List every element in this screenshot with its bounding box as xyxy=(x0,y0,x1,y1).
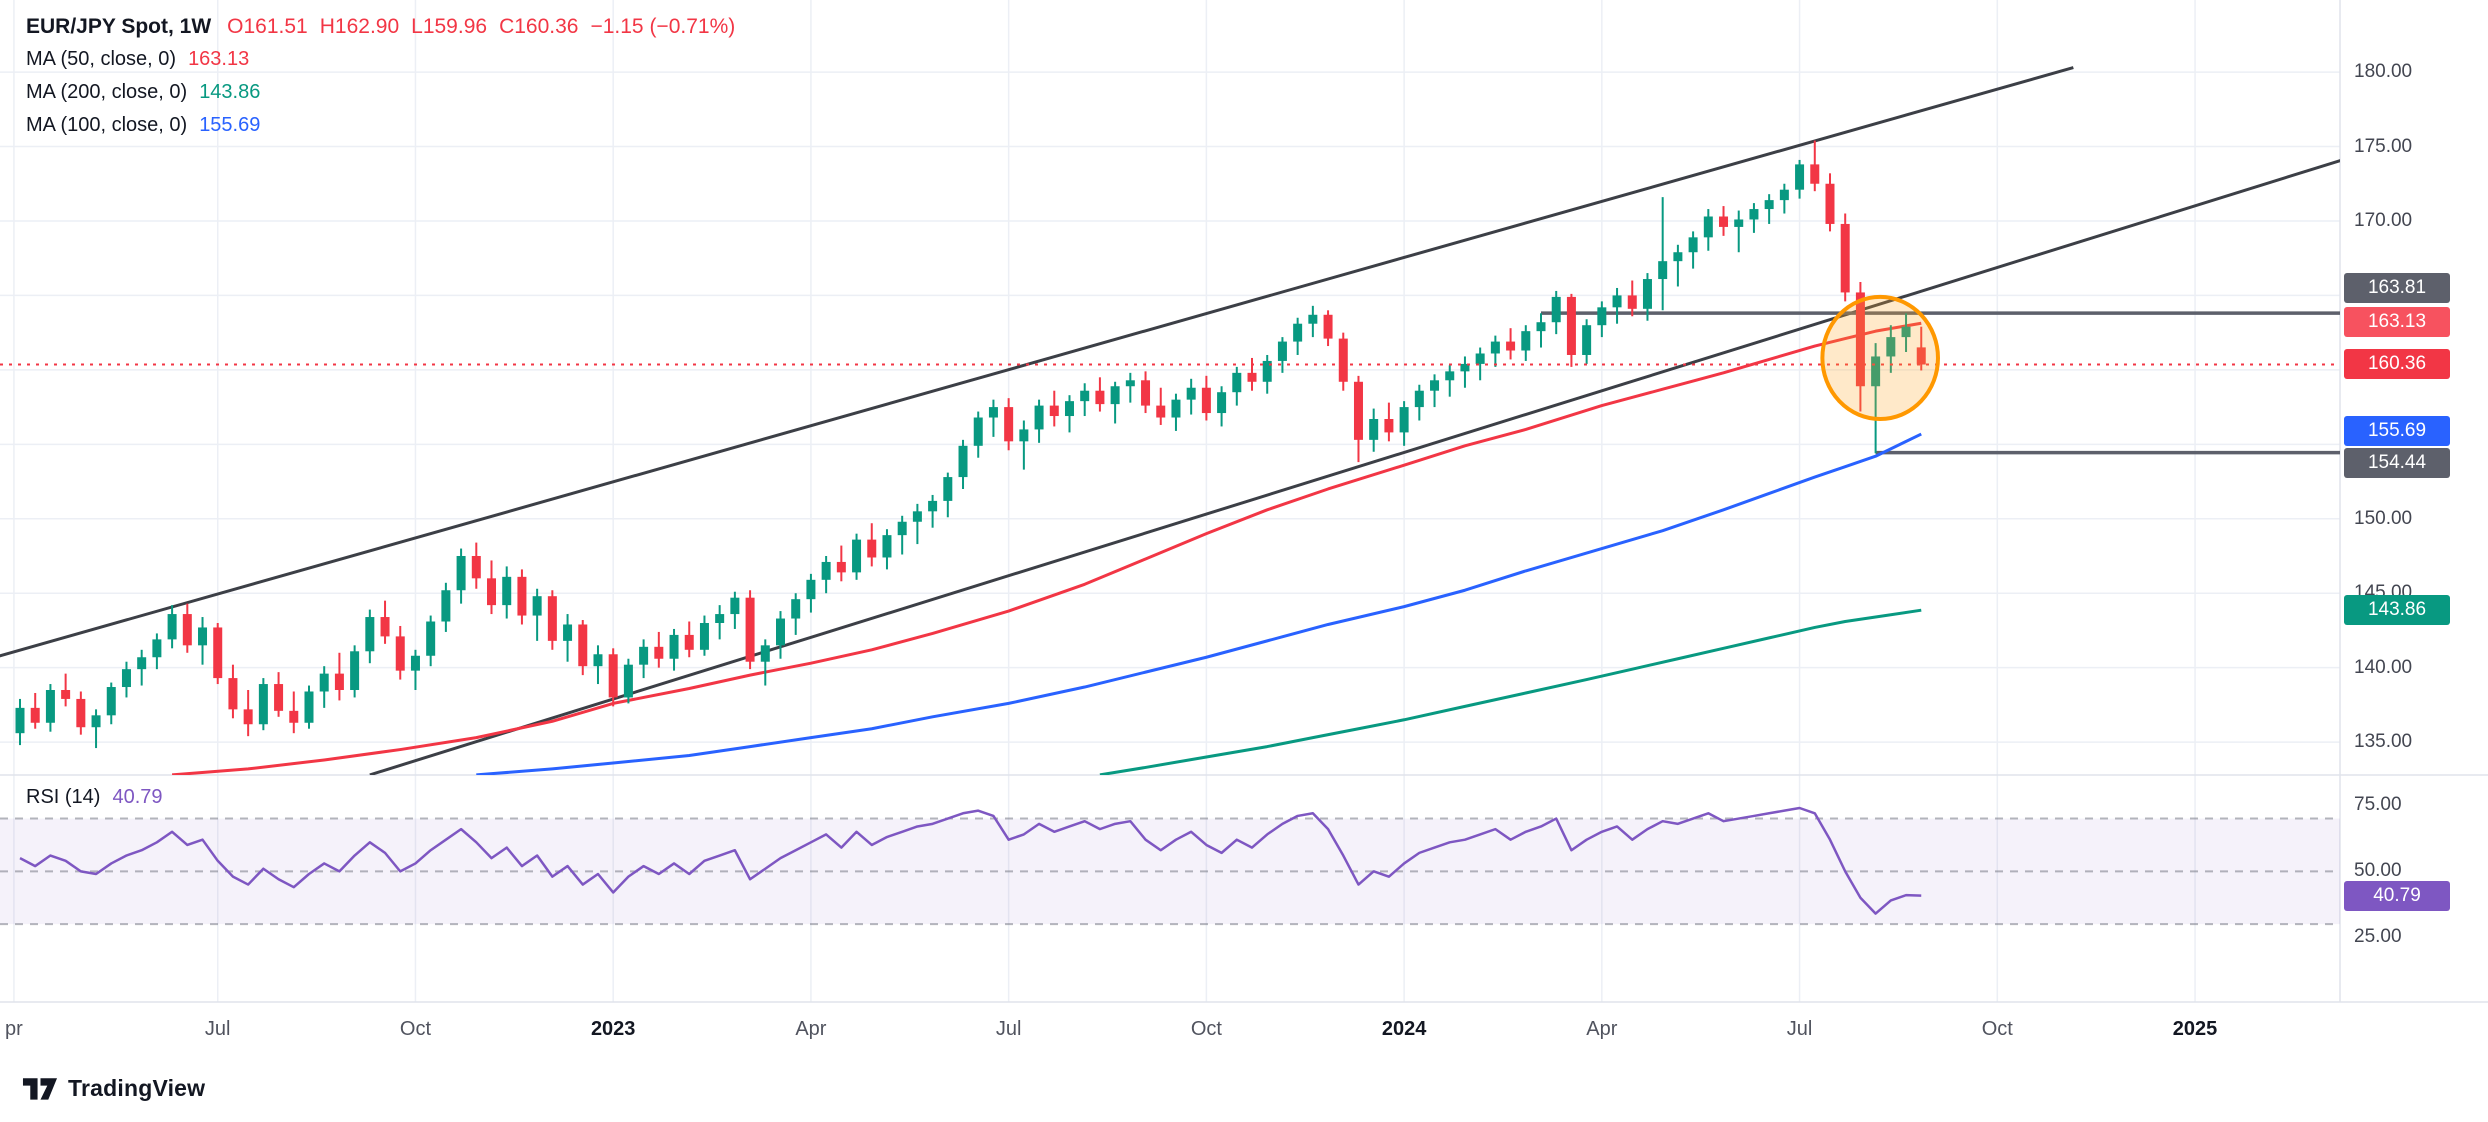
time-scale-label: Jul xyxy=(995,1018,1022,1040)
time-scale-label: Jul xyxy=(204,1018,231,1040)
time-scale-label: 2025 xyxy=(2172,1018,2218,1040)
time-scale-label: Oct xyxy=(399,1018,432,1040)
candlestick-series xyxy=(15,140,1926,749)
ma-50-line xyxy=(171,321,1922,775)
pane-separators xyxy=(0,0,2488,1003)
time-scale-label: Apr xyxy=(795,1018,827,1040)
indicator-row-ma200[interactable]: MA (200, close, 0) 143.86 xyxy=(26,76,747,109)
symbol-title: EUR/JPY Spot, 1W xyxy=(26,14,212,38)
ohlc-high: H162.90 xyxy=(319,14,400,38)
indicator-row-ma100[interactable]: MA (100, close, 0) 155.69 xyxy=(26,109,747,142)
change-value: −1.15 (−0.71%) xyxy=(590,14,736,38)
price-pane xyxy=(0,66,2340,775)
ma200-value: 143.86 xyxy=(199,81,261,103)
time-scale-label: 2023 xyxy=(590,1018,636,1040)
time-scale-label: Oct xyxy=(1190,1018,1222,1040)
time-scale-label: Oct xyxy=(1981,1018,2013,1040)
channel-lower xyxy=(369,159,2340,775)
ma50-label: MA (50, close, 0) xyxy=(26,48,177,70)
time-axis[interactable]: pr Jul Oct 2023 Apr Jul Oct 2024 Apr Jul Oct 2025 xyxy=(0,1002,2488,1062)
symbol-legend-row[interactable]: EUR/JPY Spot, 1W O161.51 H162.90 L159.96… xyxy=(26,10,747,43)
ohlc-close: C160.36 xyxy=(499,14,579,38)
tradingview-logo-icon xyxy=(22,1078,58,1100)
tradingview-brand-text: TradingView xyxy=(68,1074,206,1101)
rsi-line xyxy=(19,806,1922,915)
rsi-label: RSI (14) xyxy=(26,786,101,808)
ohlc-open: O161.51 xyxy=(227,14,308,38)
time-scale-label: Jul xyxy=(1786,1018,1813,1040)
channel-upper xyxy=(0,66,2074,658)
rsi-pane xyxy=(0,817,2340,926)
tradingview-attribution[interactable]: TradingView xyxy=(22,1074,205,1102)
rsi-legend-row[interactable]: RSI (14) 40.79 xyxy=(26,781,163,814)
ma100-value: 155.69 xyxy=(199,114,261,136)
rsi-value: 40.79 xyxy=(112,786,163,808)
legend: EUR/JPY Spot, 1W O161.51 H162.90 L159.96… xyxy=(26,10,747,142)
breakdown-highlight-circle xyxy=(1820,294,1940,422)
ma-200-line xyxy=(1099,608,1922,775)
time-scale-label: pr xyxy=(5,1018,23,1040)
indicator-row-ma50[interactable]: MA (50, close, 0) 163.13 xyxy=(26,43,747,76)
ma50-value: 163.13 xyxy=(188,48,250,70)
time-scale-label: 2024 xyxy=(1381,1018,1427,1040)
time-scale-label: Apr xyxy=(1586,1018,1618,1040)
ma200-label: MA (200, close, 0) xyxy=(26,81,188,103)
ohlc-low: L159.96 xyxy=(411,14,488,38)
ma100-label: MA (100, close, 0) xyxy=(26,114,188,136)
ma-100-line xyxy=(476,432,1922,775)
